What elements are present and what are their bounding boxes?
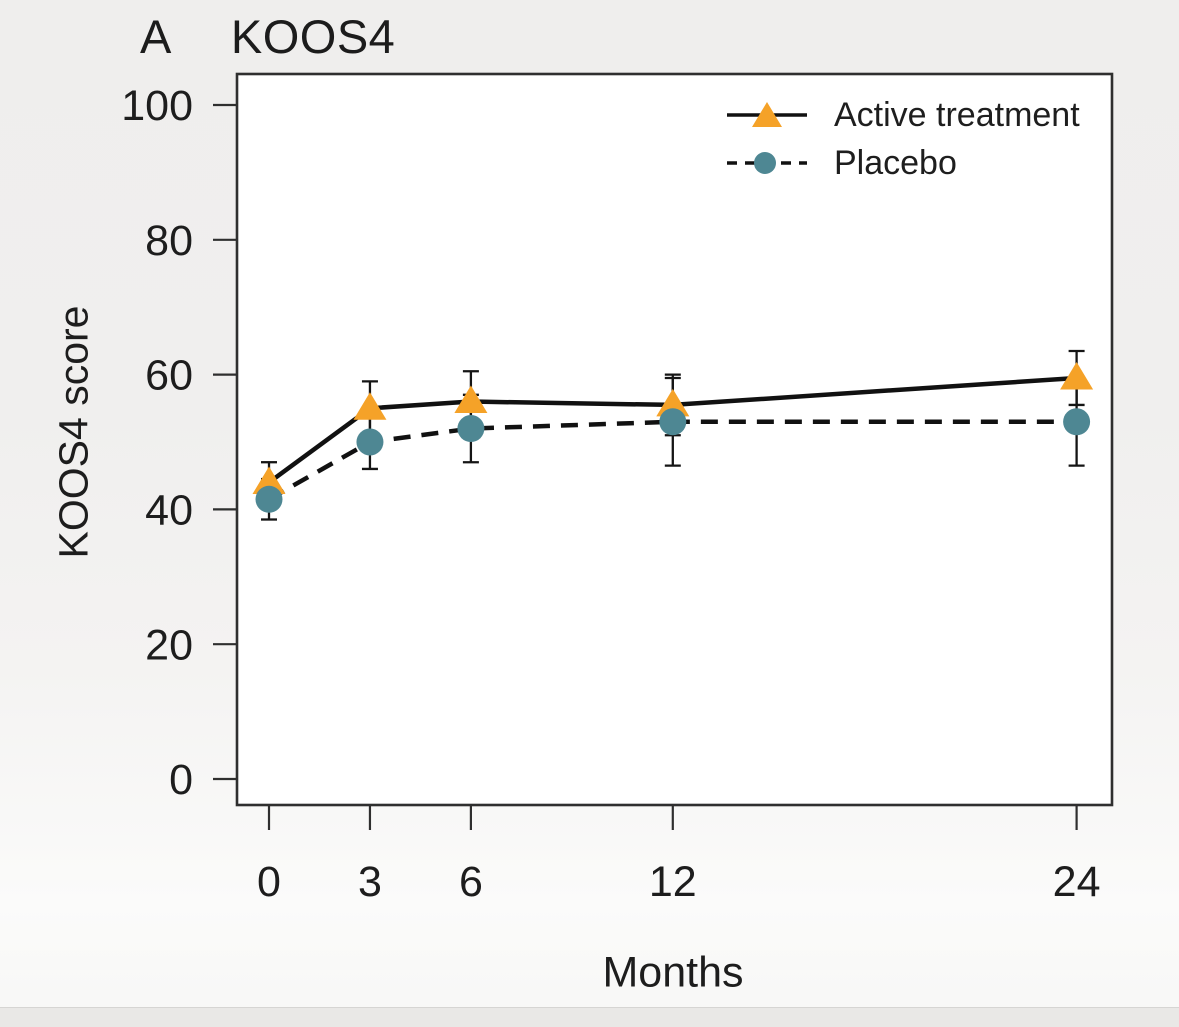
x-tick-label: 12 xyxy=(649,858,697,906)
x-tick-label: 3 xyxy=(358,858,382,906)
y-tick-label: 100 xyxy=(121,82,193,130)
active-treatment-key-marker xyxy=(752,102,782,127)
placebo-marker xyxy=(255,485,283,513)
placebo-marker xyxy=(659,408,687,436)
y-axis-label: KOOS4 score xyxy=(50,305,97,559)
x-axis-label: Months xyxy=(602,948,744,997)
y-tick-label: 60 xyxy=(145,352,193,400)
active-treatment-marker xyxy=(353,392,387,420)
legend-item-active-treatment: Active treatment xyxy=(726,95,1080,135)
legend-label-placebo: Placebo xyxy=(834,143,957,182)
x-tick-label: 24 xyxy=(1053,858,1101,906)
page-bottom-strip xyxy=(0,1007,1179,1027)
figure-title: A KOOS4 xyxy=(140,13,395,60)
active-treatment-marker xyxy=(252,466,286,494)
active-treatment-marker xyxy=(454,385,488,414)
placebo-key-icon xyxy=(727,152,807,174)
placebo-marker xyxy=(1063,408,1091,436)
y-tick-label: 40 xyxy=(145,486,193,534)
panel-label: A xyxy=(140,10,172,63)
active-treatment-marker xyxy=(656,388,690,417)
x-tick-label: 0 xyxy=(257,858,281,906)
y-tick-label: 0 xyxy=(169,756,193,804)
active-treatment-key-icon xyxy=(727,102,807,127)
legend-label-active-treatment: Active treatment xyxy=(834,95,1080,134)
legend: Active treatment Placebo xyxy=(726,95,1080,183)
y-tick-label: 20 xyxy=(145,621,193,669)
placebo-marker xyxy=(457,415,485,443)
chart-title: KOOS4 xyxy=(230,10,396,63)
placebo-key-marker xyxy=(754,152,776,174)
x-tick-label: 6 xyxy=(459,858,483,906)
active-treatment-marker xyxy=(1060,361,1094,390)
y-tick-label: 80 xyxy=(145,217,193,265)
placebo-marker xyxy=(356,428,384,456)
legend-item-placebo: Placebo xyxy=(726,143,1080,183)
